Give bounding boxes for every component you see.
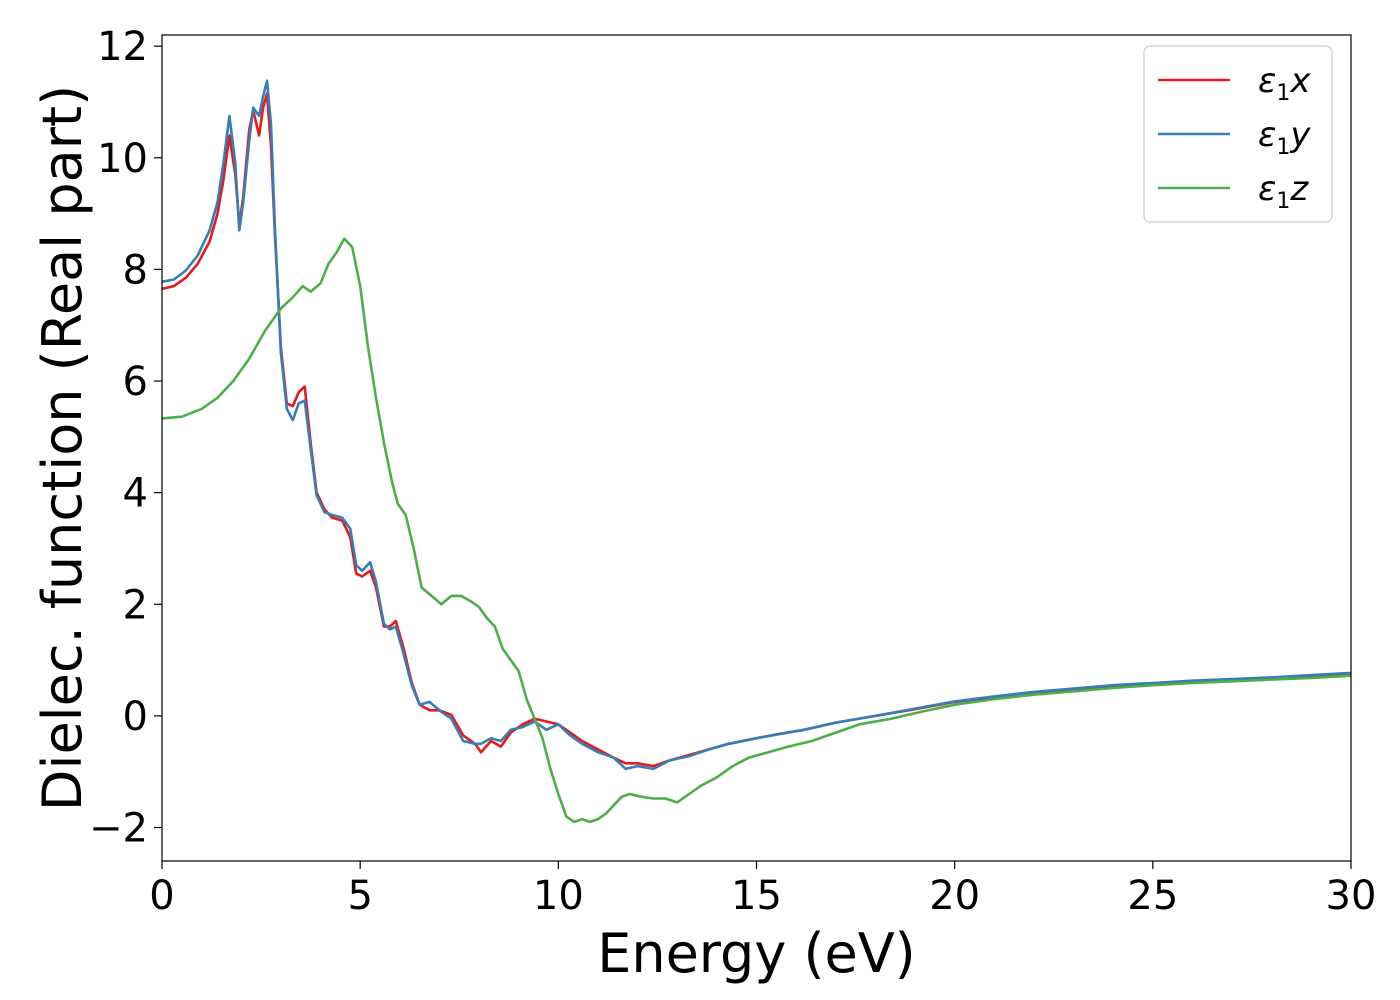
x-axis: 0 5 10 15 20 25 30 xyxy=(149,861,1376,919)
x-tick-label: 20 xyxy=(929,873,980,919)
legend-label-z: ε1z xyxy=(1258,169,1309,214)
y-tick-label: 6 xyxy=(123,359,148,405)
legend-label-x: ε1x xyxy=(1258,61,1311,106)
y-tick-label: −2 xyxy=(89,806,148,852)
y-tick-label: 10 xyxy=(97,136,148,182)
x-tick-label: 15 xyxy=(731,873,782,919)
legend: ε1x ε1y ε1z xyxy=(1143,45,1333,223)
series-line-y xyxy=(162,79,1351,771)
series-layer xyxy=(162,79,1351,824)
y-tick-label: 0 xyxy=(123,694,148,740)
y-tick-label: 12 xyxy=(97,24,148,70)
x-tick-label: 30 xyxy=(1326,873,1377,919)
y-axis: −2 0 2 4 6 8 10 12 xyxy=(89,24,162,852)
series-line-z xyxy=(162,237,1351,824)
x-tick-label: 0 xyxy=(149,873,174,919)
x-tick-label: 25 xyxy=(1127,873,1178,919)
x-tick-label: 5 xyxy=(347,873,372,919)
legend-box xyxy=(1143,45,1333,223)
x-axis-label: Energy (eV) xyxy=(597,922,916,985)
legend-label-y: ε1y xyxy=(1258,115,1311,160)
x-tick-label: 10 xyxy=(533,873,584,919)
y-tick-label: 8 xyxy=(123,247,148,293)
y-tick-label: 4 xyxy=(123,471,148,517)
y-tick-label: 2 xyxy=(123,582,148,628)
y-axis-label: Dielec. function (Real part) xyxy=(31,85,94,811)
